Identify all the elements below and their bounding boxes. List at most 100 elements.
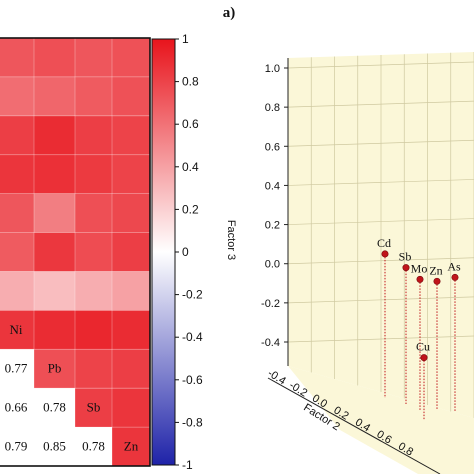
heatmap-cell <box>34 232 75 272</box>
heatmap-cell-empty <box>34 388 75 428</box>
z-tick-label: 0.4 <box>265 180 280 192</box>
heatmap-cell <box>34 310 75 350</box>
pane-horizontal-gridline <box>287 139 474 147</box>
loading-point <box>451 273 459 281</box>
point-label: Cd <box>377 236 391 250</box>
pane-horizontal-gridline <box>287 257 474 265</box>
heatmap-cell <box>112 271 150 311</box>
heatmap-cell <box>75 388 112 428</box>
heatmap-diagonal-label: Ni <box>10 322 23 337</box>
heatmap-value-label: 0.66 <box>5 400 28 415</box>
heatmap-cell <box>75 115 112 155</box>
heatmap-cell <box>34 154 75 194</box>
loading-point <box>381 250 389 258</box>
front-axis-line <box>267 377 441 474</box>
colorbar-tick-label: 0.6 <box>182 117 199 131</box>
loading-plot-3d: 1.0 0.8 0.6 0.4 0.2 0.0 -0.2 -0.4 Factor 3 -0.4… <box>225 52 474 474</box>
heatmap-labels: Ni Pb Sb Zn 0.77 0.66 0.78 0.79 0.85 0.78 <box>5 322 139 454</box>
heatmap-value-label: 0.78 <box>43 400 66 415</box>
heatmap-cell-empty <box>0 427 34 466</box>
heatmap-cell <box>34 349 75 389</box>
heatmap-cell <box>112 310 150 350</box>
heatmap-gridlines <box>0 38 150 466</box>
colorbar-tick-label: -1 <box>182 458 193 472</box>
heatmap-cell <box>0 76 34 116</box>
figure-label: a) <box>223 5 236 21</box>
z-tick-label: 1.0 <box>265 63 280 75</box>
heatmap-cell <box>112 388 150 428</box>
z-tick-label: 0.6 <box>265 141 280 153</box>
colorbar: 1 0.8 0.6 0.4 0.2 0 -0.2 -0.4 -0.6 -0.8 -1 <box>151 32 203 472</box>
point-label: Cu <box>416 340 430 354</box>
z-axis-ticks: 1.0 0.8 0.6 0.4 0.2 0.0 -0.2 -0.4 <box>261 63 288 349</box>
loading-point <box>402 264 410 272</box>
colorbar-tick-label: 0.4 <box>182 160 199 174</box>
heatmap-value-label: 0.79 <box>5 439 28 454</box>
heatmap-cell <box>112 115 150 155</box>
heatmap-cell <box>75 76 112 116</box>
loading-point <box>416 275 424 283</box>
heatmap-cell <box>75 310 112 350</box>
z-axis-label: Factor 3 <box>225 220 237 260</box>
heatmap-cell <box>0 154 34 194</box>
colorbar-tick-label: 0 <box>182 245 189 259</box>
colorbar-tick-label: 0.2 <box>182 202 199 216</box>
heatmap-value-label: 0.78 <box>82 439 105 454</box>
heatmap-cell <box>112 193 150 233</box>
pane-horizontal-gridline <box>287 335 474 343</box>
heatmap-cell <box>112 349 150 389</box>
pane-horizontal-gridline <box>287 218 474 225</box>
heatmap-cell <box>0 310 34 350</box>
heatmap-cell <box>34 76 75 116</box>
point-label: Zn <box>429 263 442 277</box>
heatmap-cell-empty <box>34 427 75 466</box>
pane-horizontal-gridline <box>287 296 474 304</box>
heatmap-cell-empty <box>0 388 34 428</box>
floor-pane <box>288 366 474 474</box>
heatmap-cell-empty <box>75 427 112 466</box>
heatmap-cells <box>0 38 150 466</box>
heatmap-diagonal-label: Sb <box>87 400 101 415</box>
heatmap-panel: Ni Pb Sb Zn 0.77 0.66 0.78 0.79 0.85 0.78 <box>0 37 151 467</box>
heatmap-frame <box>0 37 151 467</box>
pane-gridlines <box>287 52 474 418</box>
colorbar-tick-label: -0.2 <box>182 288 203 302</box>
heatmap-cell <box>34 115 75 155</box>
colorbar-tick-label: -0.4 <box>182 330 203 344</box>
heatmap-cell <box>0 193 34 233</box>
point-label: As <box>447 259 461 273</box>
point-label: Sb <box>399 250 412 264</box>
colorbar-ramp <box>151 38 176 466</box>
heatmap-cell <box>112 427 150 466</box>
point-label: Mo <box>411 261 428 275</box>
pane-horizontal-gridline <box>287 179 474 186</box>
loading-point <box>420 354 428 362</box>
heatmap-cell <box>112 232 150 272</box>
colorbar-tick-label: -0.8 <box>182 415 203 429</box>
heatmap-cell <box>75 193 112 233</box>
heatmap-cell <box>75 38 112 77</box>
heatmap-cell <box>0 271 34 311</box>
heatmap-cell <box>112 154 150 194</box>
pane-horizontal-gridline <box>287 100 474 108</box>
heatmap-cell <box>34 271 75 311</box>
heatmap-cell <box>75 349 112 389</box>
heatmap-diagonal-label: Zn <box>124 439 139 454</box>
z-tick-label: 0.2 <box>265 220 280 232</box>
z-tick-label: -0.2 <box>261 298 280 310</box>
heatmap-cell <box>34 193 75 233</box>
heatmap-cell <box>75 154 112 194</box>
z-tick-label: -0.4 <box>261 337 280 349</box>
pane-horizontal-gridline <box>287 61 474 69</box>
colorbar-tick-label: 0.8 <box>182 75 199 89</box>
z-tick-label: 0.0 <box>265 259 280 271</box>
heatmap-cell-empty <box>0 349 34 389</box>
heatmap-cell <box>112 38 150 77</box>
heatmap-cell <box>112 76 150 116</box>
heatmap-cell <box>75 232 112 272</box>
heatmap-cell <box>34 38 75 77</box>
heatmap-cell <box>0 232 34 272</box>
heatmap-cell <box>75 271 112 311</box>
heatmap-value-label: 0.77 <box>5 361 28 376</box>
heatmap-cell <box>0 38 34 77</box>
